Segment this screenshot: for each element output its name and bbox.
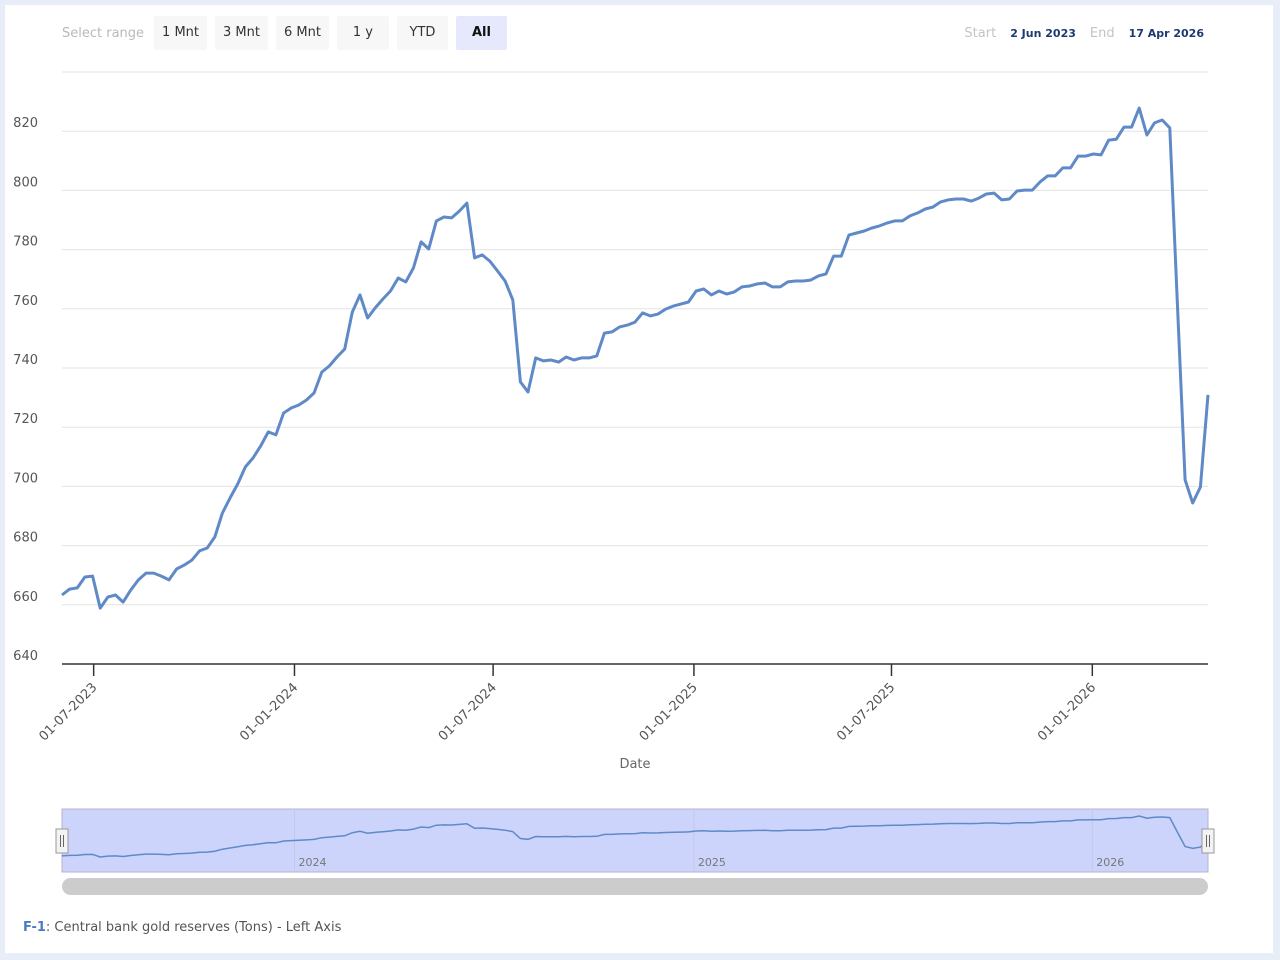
legend-series-label: : Central bank gold reserves (Tons) - Le… [45, 920, 342, 935]
x-tick-label: 01-01-2025 [637, 680, 701, 744]
navigator-left-handle[interactable] [55, 828, 69, 854]
range-6-month-button[interactable]: 6 Mnt [275, 16, 329, 50]
navigator-right-handle[interactable] [1201, 828, 1215, 854]
y-tick-label: 680 [13, 531, 38, 546]
series-line [61, 106, 1210, 610]
y-tick-label: 780 [13, 235, 38, 250]
navigator-tick-label: 2024 [298, 856, 326, 869]
y-tick-label: 700 [13, 471, 38, 486]
legend-item[interactable]: F-1: Central bank gold reserves (Tons) -… [23, 920, 341, 935]
start-date-input[interactable]: 2 Jun 2023 [1010, 27, 1076, 40]
y-tick-label: 760 [13, 294, 38, 309]
handle-box [55, 828, 69, 854]
y-tick-label: 800 [13, 175, 38, 190]
range-selector: Select range 1 Mnt 3 Mnt 6 Mnt 1 y YTD A… [62, 16, 507, 50]
range-selector-label: Select range [62, 25, 145, 41]
navigator-selected-range [61, 808, 1209, 873]
x-tick-label: 01-07-2023 [36, 680, 100, 744]
start-date-label: Start [964, 26, 997, 41]
navigator-series-line [61, 815, 1209, 858]
chart-card [5, 5, 1273, 953]
x-axis-title: Date [619, 757, 650, 772]
x-tick-label: 01-07-2025 [834, 680, 898, 744]
end-date-input[interactable]: 17 Apr 2026 [1128, 27, 1204, 40]
x-tick-label: 01-07-2024 [436, 680, 500, 744]
x-tick-label: 01-01-2024 [237, 680, 301, 744]
end-date-label: End [1089, 26, 1115, 41]
range-ytd-button[interactable]: YTD [396, 16, 448, 50]
x-tick-label: 01-01-2026 [1035, 680, 1099, 744]
range-3-month-button[interactable]: 3 Mnt [215, 16, 268, 50]
y-tick-label: 720 [13, 412, 38, 427]
y-tick-label: 640 [13, 649, 38, 664]
range-all-button[interactable]: All [455, 16, 507, 50]
legend-series-id: F-1 [23, 920, 46, 935]
navigator-scrollbar[interactable] [62, 878, 1208, 895]
navigator-tick-label: 2025 [698, 856, 726, 869]
date-range-inputs: Start 2 Jun 2023 End 17 Apr 2026 [964, 26, 1204, 41]
range-1-year-button[interactable]: 1 y [336, 16, 389, 50]
handle-box [1201, 828, 1215, 854]
y-tick-label: 740 [13, 353, 38, 368]
range-1-month-button[interactable]: 1 Mnt [154, 16, 208, 50]
y-tick-label: 660 [13, 590, 38, 605]
navigator-tick-label: 2026 [1096, 856, 1124, 869]
y-tick-label: 820 [13, 116, 38, 131]
